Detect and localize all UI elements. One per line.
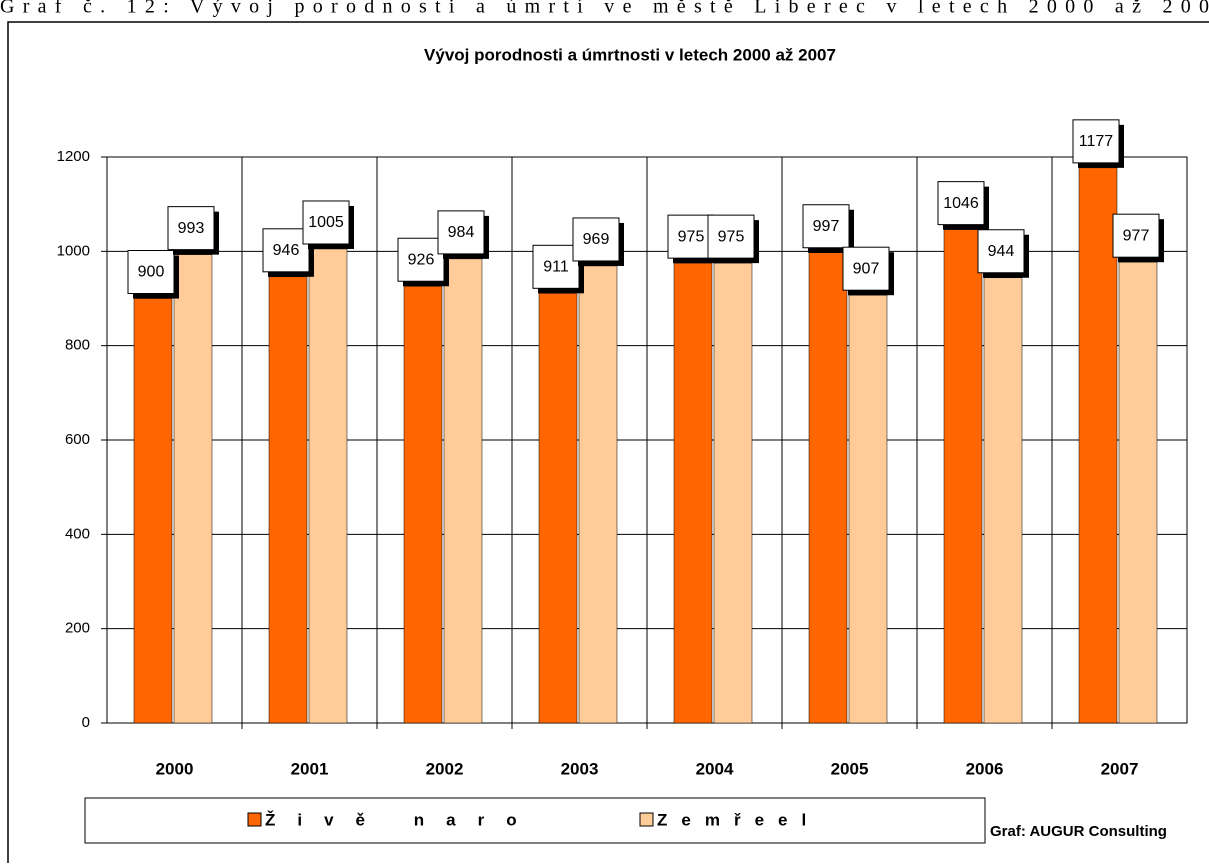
label-box <box>1072 119 1120 164</box>
bar <box>173 254 213 724</box>
caption: Graf č. 12: Vývoj porodnosti a úmrtí ve … <box>0 0 1209 18</box>
label-box <box>977 229 1025 274</box>
label-box <box>302 200 350 245</box>
legend-swatch <box>639 812 654 827</box>
data-label: 1177 <box>1079 133 1114 150</box>
x-tick-label: 2001 <box>291 759 329 778</box>
bar <box>403 285 443 724</box>
label-box <box>802 204 850 249</box>
data-label: 900 <box>138 264 165 281</box>
label-box <box>397 237 445 282</box>
label-box <box>707 214 755 259</box>
bar <box>443 258 483 724</box>
x-tick-label: 2000 <box>156 759 194 778</box>
bar <box>713 262 753 724</box>
data-label: 984 <box>448 224 475 241</box>
data-label: 969 <box>583 231 610 248</box>
bar <box>268 276 308 724</box>
y-tick-label: 1200 <box>57 148 90 165</box>
data-label: 975 <box>718 228 745 245</box>
bar <box>1078 167 1118 724</box>
data-label: 926 <box>408 251 435 268</box>
x-tick-label: 2003 <box>561 759 599 778</box>
label-box <box>167 206 215 251</box>
label-box <box>572 217 620 262</box>
label-box <box>532 244 580 289</box>
bar <box>848 294 888 724</box>
label-box <box>842 246 890 291</box>
x-tick-label: 2005 <box>831 759 869 778</box>
data-label: 993 <box>178 220 205 237</box>
data-label: 911 <box>543 259 569 276</box>
legend-swatch <box>247 812 262 827</box>
source: Graf: AUGUR Consulting <box>990 823 1167 840</box>
data-label: 944 <box>988 243 1015 260</box>
label-box <box>937 181 985 226</box>
data-label: 907 <box>853 260 880 277</box>
y-tick-label: 0 <box>82 714 90 731</box>
label-box <box>262 228 310 273</box>
bar <box>538 293 578 724</box>
bar <box>943 229 983 724</box>
y-tick-label: 1000 <box>57 242 90 259</box>
y-tick-label: 800 <box>65 337 90 354</box>
x-tick-label: 2007 <box>1101 759 1139 778</box>
bar <box>673 262 713 724</box>
y-tick-label: 600 <box>65 431 90 448</box>
chart-title: Vývoj porodnosti a úmrtnosti v letech 20… <box>424 45 836 64</box>
x-tick-label: 2004 <box>696 759 734 778</box>
legend-box <box>84 797 986 844</box>
label-box <box>127 250 175 294</box>
data-label: 975 <box>678 228 705 245</box>
x-tick-label: 2006 <box>966 759 1004 778</box>
data-label: 1046 <box>943 195 979 212</box>
x-tick-label: 2002 <box>426 759 464 778</box>
bar <box>1118 261 1158 724</box>
label-box <box>437 210 485 255</box>
label-box <box>1112 213 1160 258</box>
bar <box>578 265 618 724</box>
data-label: 1005 <box>308 214 344 231</box>
label-box <box>667 214 715 259</box>
y-tick-label: 200 <box>65 620 90 637</box>
bar <box>983 277 1023 724</box>
data-label: 997 <box>813 218 840 235</box>
bar <box>808 252 848 724</box>
legend-label: Živě naro <box>265 810 539 829</box>
bar <box>133 298 173 724</box>
data-label: 977 <box>1123 227 1150 244</box>
data-label: 946 <box>273 242 300 259</box>
y-tick-label: 400 <box>65 525 90 542</box>
bar <box>308 248 348 724</box>
legend-label: Zemřeel <box>657 810 820 829</box>
